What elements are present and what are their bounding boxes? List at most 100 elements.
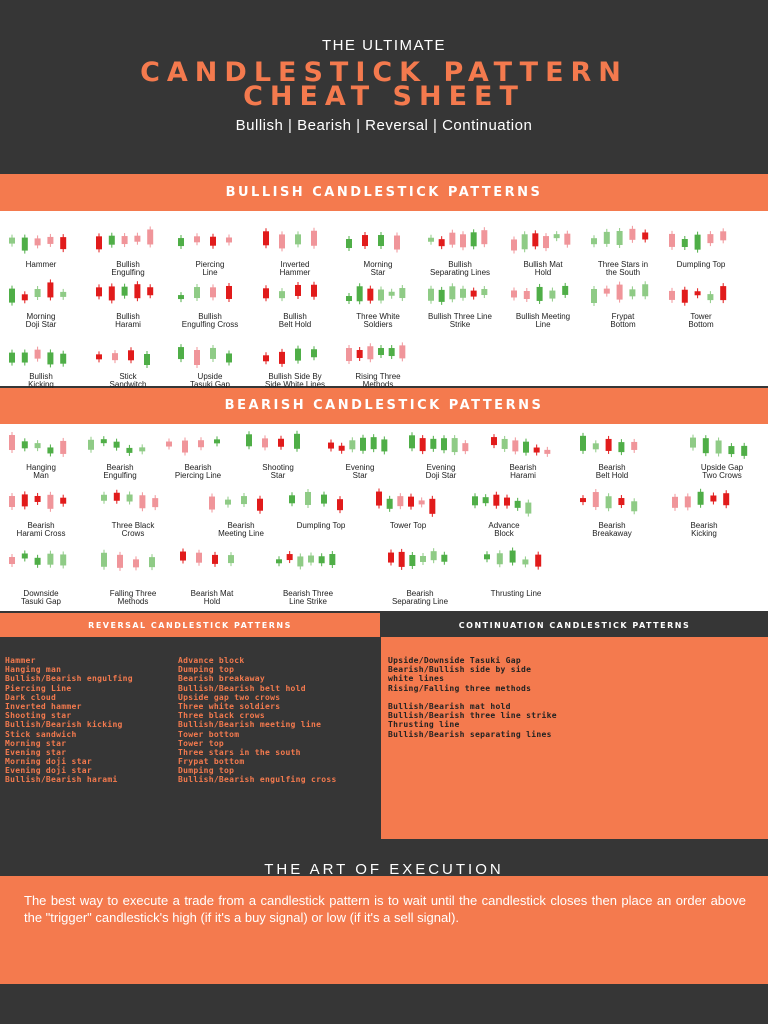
candle-body [511,239,517,251]
pattern-label-line-2: Piercing Line [174,471,222,480]
candle-body [438,239,445,247]
pattern-label-line-2: Line [202,268,218,277]
pattern-label: Rising Three Methods [332,373,424,389]
candle-body [511,290,517,298]
candlestick-illustration [9,432,67,457]
pattern-label: Hanging Man [0,464,87,480]
pattern-label-line-1: Bearish Three [282,589,334,598]
pattern-label-line-2: Tasuki Gap [189,380,231,389]
candle-body [166,441,172,447]
candle-body [532,233,539,247]
candle-body [409,554,416,566]
candle-body [723,493,730,506]
pattern-card: Tower Top [370,486,446,542]
candlestick-illustration [9,491,67,512]
candle-body [397,496,404,507]
candle-body [346,239,352,249]
candle-body [286,554,293,561]
candle-body [182,440,188,453]
list-item: Bullish/Bearish belt hold [178,683,306,693]
list-item: Bearish/Bullish side by side [388,665,532,675]
candle-body [196,552,202,563]
candlestick-illustration [491,434,551,457]
pattern-label-line-1: Evening [345,463,375,472]
pattern-card: Hammer [3,215,79,271]
candle-body [710,495,717,502]
candle-body [47,447,54,454]
candle-body [96,236,102,250]
candle-body [378,289,384,301]
candlestick-illustration [9,233,67,254]
candle-body [618,442,625,453]
pattern-card: Upside Gap Two Crows [684,428,760,484]
candle-body [246,434,252,447]
candle-body [694,234,701,250]
pattern-card: Downside Tasuki Gap [3,544,79,606]
pattern-card: Bearish Kicking [666,486,742,542]
candle-body [356,286,363,302]
list-item: Upside gap two crows [178,692,281,702]
pattern-card: Morning Doji Star [3,267,79,329]
candle-body [295,234,301,245]
pattern-label: Bearish Breakaway [566,522,658,538]
candle-body [618,498,625,506]
pattern-card: Bearish Breakaway [574,486,650,542]
candle-body [21,441,28,449]
pattern-label-line-2: Methods [362,380,394,389]
candle-body [376,491,382,506]
candle-body [346,296,352,302]
candle-body [504,497,510,506]
candle-body [681,239,688,248]
pattern-label-line-2: Tasuki Gap [20,597,62,606]
pattern-label: Shooting Star [232,464,324,480]
pattern-card: Bearish Harami [485,428,561,484]
pattern-label-line-2: Meeting Line [218,529,264,538]
candlestick-illustration [428,227,488,251]
candle-body [47,494,54,509]
continuation-list-panel: Upside/Downside Tasuki Gap Bearish/Bullis… [381,637,768,839]
candle-body [591,238,597,245]
pattern-label: Bearish Harami Cross [0,522,87,538]
title-line-2: CHEAT SHEET [243,81,525,112]
candle-body [257,498,263,511]
candle-body [438,289,445,302]
list-item: Morning star [5,738,67,748]
candle-body [603,288,610,294]
candle-body [263,355,269,362]
pattern-card: Three Black Crows [95,486,171,542]
candle-body [536,286,543,301]
list-item: Bullish/Bearish meeting line [178,720,322,730]
candle-body [460,288,466,298]
candle-body [9,435,15,451]
candlestick-illustration [178,344,232,368]
candlestick-illustration [289,488,343,514]
list-item: Dumping top [178,766,235,776]
candle-body [491,437,497,446]
pattern-label-line-2: Harami [510,471,536,480]
candlestick-illustration [9,550,67,569]
candlestick-illustration [101,489,159,512]
pattern-label-line-1: Inverted [280,260,310,269]
pattern-label-line-2: Kicking [28,380,54,389]
candlestick-illustration [9,346,67,368]
pattern-label-line-1: Bearish [27,521,55,530]
candle-body [629,228,636,240]
candle-body [420,555,426,562]
candle-body [194,350,200,365]
candle-body [134,235,141,242]
candle-body [616,284,623,300]
pattern-label-line-2: Engulfing [103,471,137,480]
pattern-card: Tower Bottom [663,267,739,329]
pattern-label-line-2: Belt Hold [278,320,312,329]
list-item: Three white soldiers [178,701,281,711]
candle-body [388,291,395,296]
candle-body [121,236,128,245]
candle-body [720,286,727,301]
candlestick-illustration [88,436,146,456]
candle-body [470,232,477,247]
pattern-card: Bullish Harami [90,267,166,329]
pattern-label-line-1: Morning [363,260,393,269]
candle-body [388,552,394,563]
pattern-label-line-2: Man [33,471,49,480]
candle-body [669,233,675,247]
